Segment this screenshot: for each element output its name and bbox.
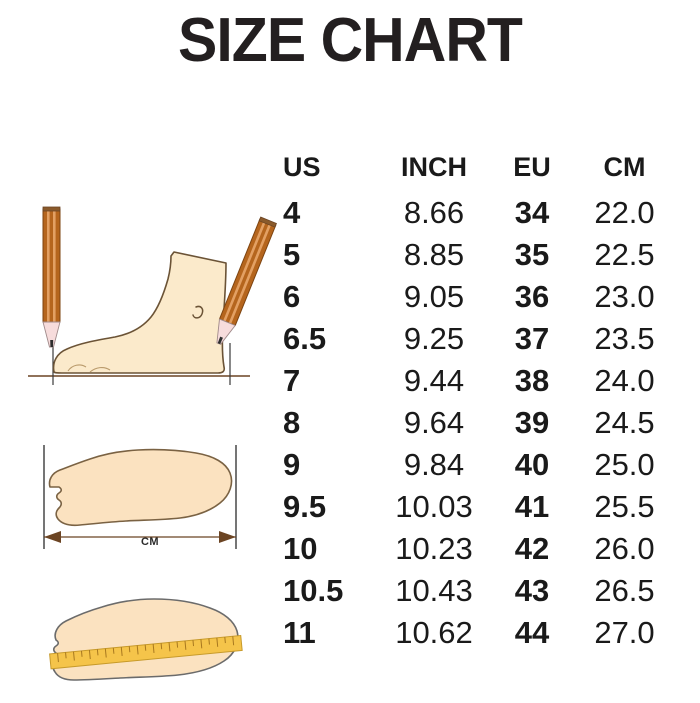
cell-cm: 22.0 xyxy=(594,194,655,230)
cell-cm: 26.5 xyxy=(594,572,655,608)
footprint-with-measuring-tape-illustration xyxy=(28,578,278,703)
cell-inch: 10.62 xyxy=(395,614,473,650)
table-row: 4 8.66 34 22.0 xyxy=(283,191,678,233)
cell-inch: 9.84 xyxy=(403,446,465,482)
page-title: SIZE CHART xyxy=(178,6,523,75)
cell-eu: 42 xyxy=(514,530,550,566)
pencil-left-icon xyxy=(42,206,61,348)
cell-eu: 44 xyxy=(514,614,550,650)
cell-us: 6.5 xyxy=(283,320,327,356)
cell-eu: 37 xyxy=(514,320,550,356)
cell-us: 9.5 xyxy=(283,488,327,524)
cell-us: 10.5 xyxy=(283,572,344,608)
table-row: 10 10.23 42 26.0 xyxy=(283,527,678,569)
table-row: 9 9.84 40 25.0 xyxy=(283,443,678,485)
size-chart-table-container: US INCH EU CM 4 8.66 34 22.0 5 8.85 35 22.5 6 9.0… xyxy=(283,143,678,653)
table-header: US INCH EU CM xyxy=(283,143,678,191)
pencil-right-icon xyxy=(216,216,277,345)
column-header-us: US xyxy=(283,151,321,182)
cell-cm: 23.0 xyxy=(594,278,655,314)
table-row: 7 9.44 38 24.0 xyxy=(283,359,678,401)
cell-inch: 8.66 xyxy=(403,194,465,230)
table-row: 6.5 9.25 37 23.5 xyxy=(283,317,678,359)
cell-cm: 24.5 xyxy=(594,404,655,440)
column-header-cm: CM xyxy=(603,151,646,182)
table-body: 4 8.66 34 22.0 5 8.85 35 22.5 6 9.05 36 23.0 6.5 9.25… xyxy=(283,191,678,653)
table-row: 5 8.85 35 22.5 xyxy=(283,233,678,275)
cell-inch: 10.23 xyxy=(395,530,473,566)
cell-cm: 24.0 xyxy=(594,362,655,398)
cell-cm: 23.5 xyxy=(594,320,655,356)
cell-eu: 35 xyxy=(514,236,550,272)
table-row: 11 10.62 44 27.0 xyxy=(283,611,678,653)
table-row: 9.5 10.03 41 25.5 xyxy=(283,485,678,527)
cell-cm: 25.0 xyxy=(594,446,655,482)
cell-us: 7 xyxy=(283,362,301,398)
cell-eu: 41 xyxy=(514,488,550,524)
cell-inch: 10.43 xyxy=(395,572,473,608)
cell-us: 9 xyxy=(283,446,301,482)
footprint-with-cm-dimension-illustration xyxy=(28,425,268,565)
table-row: 6 9.05 36 23.0 xyxy=(283,275,678,317)
cell-inch: 9.25 xyxy=(403,320,465,356)
cell-eu: 40 xyxy=(514,446,550,482)
cell-cm: 27.0 xyxy=(594,614,655,650)
table-row: 8 9.64 39 24.5 xyxy=(283,401,678,443)
cell-eu: 34 xyxy=(514,194,550,230)
cell-eu: 43 xyxy=(514,572,550,608)
table-row: 10.5 10.43 43 26.5 xyxy=(283,569,678,611)
cell-inch: 8.85 xyxy=(403,236,465,272)
cell-cm: 22.5 xyxy=(594,236,655,272)
cm-dimension-label: CM xyxy=(140,536,160,548)
cell-us: 6 xyxy=(283,278,301,314)
column-header-inch: INCH xyxy=(401,151,467,182)
cell-us: 8 xyxy=(283,404,301,440)
measuring-tape-icon xyxy=(49,634,243,670)
foot-side-view-with-pencils-illustration xyxy=(18,195,280,400)
cell-eu: 38 xyxy=(514,362,550,398)
cell-inch: 9.44 xyxy=(403,362,465,398)
cell-us: 11 xyxy=(283,614,316,650)
table-header-row: US INCH EU CM xyxy=(283,143,678,191)
cell-eu: 39 xyxy=(514,404,550,440)
cell-cm: 26.0 xyxy=(594,530,655,566)
cell-eu: 36 xyxy=(514,278,550,314)
cell-us: 10 xyxy=(283,530,318,566)
cell-cm: 25.5 xyxy=(594,488,655,524)
cell-inch: 9.64 xyxy=(403,404,465,440)
column-header-eu: EU xyxy=(513,151,551,182)
cell-us: 4 xyxy=(283,194,301,230)
cell-inch: 10.03 xyxy=(395,488,473,524)
cell-us: 5 xyxy=(283,236,301,272)
cell-inch: 9.05 xyxy=(403,278,465,314)
size-chart-table: US INCH EU CM 4 8.66 34 22.0 5 8.85 35 22.5 6 9.0… xyxy=(283,143,678,653)
